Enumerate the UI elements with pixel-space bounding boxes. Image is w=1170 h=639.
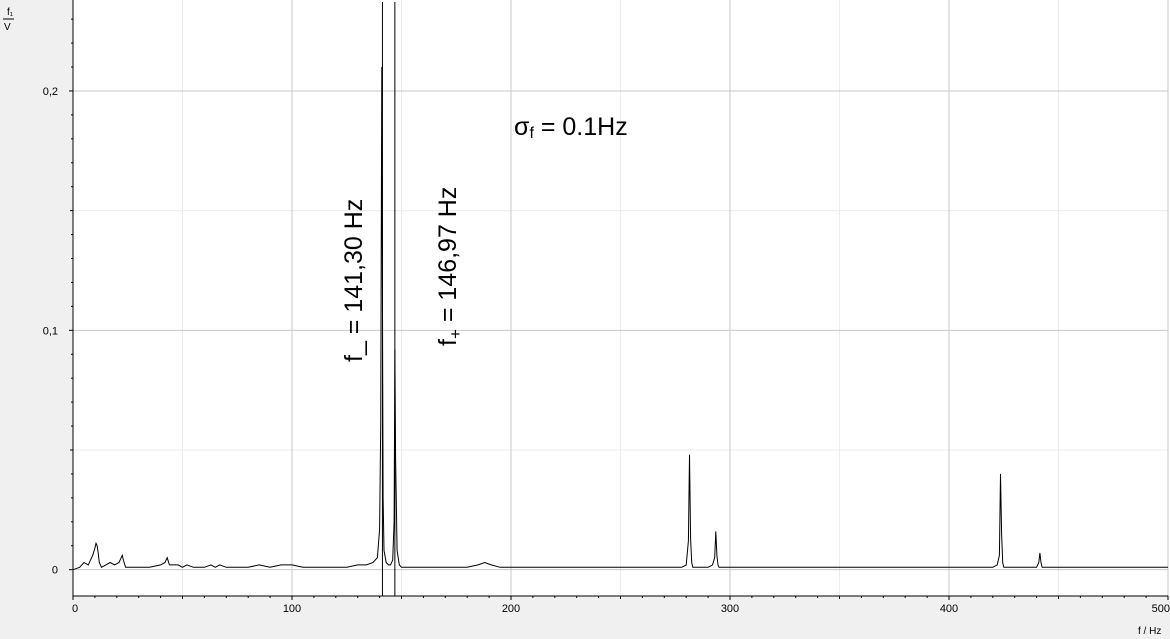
x-tick-label: 400 (940, 603, 958, 615)
x-tick-label: 0 (72, 603, 78, 615)
spectrum-series-line (72, 66, 1168, 571)
marker-label-f-plus-rest: = 146,97 Hz (434, 187, 462, 329)
axes (69, 0, 1169, 600)
grid-major (73, 0, 1169, 596)
x-tick-label: 300 (721, 603, 739, 615)
y-tick-label: 0,2 (43, 86, 58, 98)
tick-labels: 0 100 200 300 400 500 0 0,1 0,2 (43, 86, 1170, 615)
plot-background (73, 0, 1170, 596)
x-axis-label: f / Hz (1138, 626, 1161, 637)
marker-label-f-plus-sub: + (446, 329, 465, 339)
marker-label-f-plus-main: f (434, 339, 462, 346)
sigma-value: = 0.1Hz (534, 113, 628, 141)
marker-label-f-minus: f_ = 141,30 Hz (340, 199, 368, 362)
y-axis-label-bottom: V (4, 22, 11, 33)
sigma-subscript: f (529, 125, 534, 142)
marker-label-f-plus: f+ = 146,97 Hz (434, 187, 465, 346)
x-tick-label: 100 (283, 603, 301, 615)
y-axis-label-top: f₁ (7, 7, 14, 18)
x-tick-label: 500 (1152, 603, 1170, 615)
y-tick-label: 0 (52, 565, 58, 577)
x-tick-label: 200 (502, 603, 520, 615)
grid-minor (73, 0, 1168, 596)
sigma-symbol: σ (514, 113, 530, 141)
sigma-annotation: σf = 0.1Hz (514, 113, 628, 142)
y-tick-label: 0,1 (43, 325, 58, 337)
